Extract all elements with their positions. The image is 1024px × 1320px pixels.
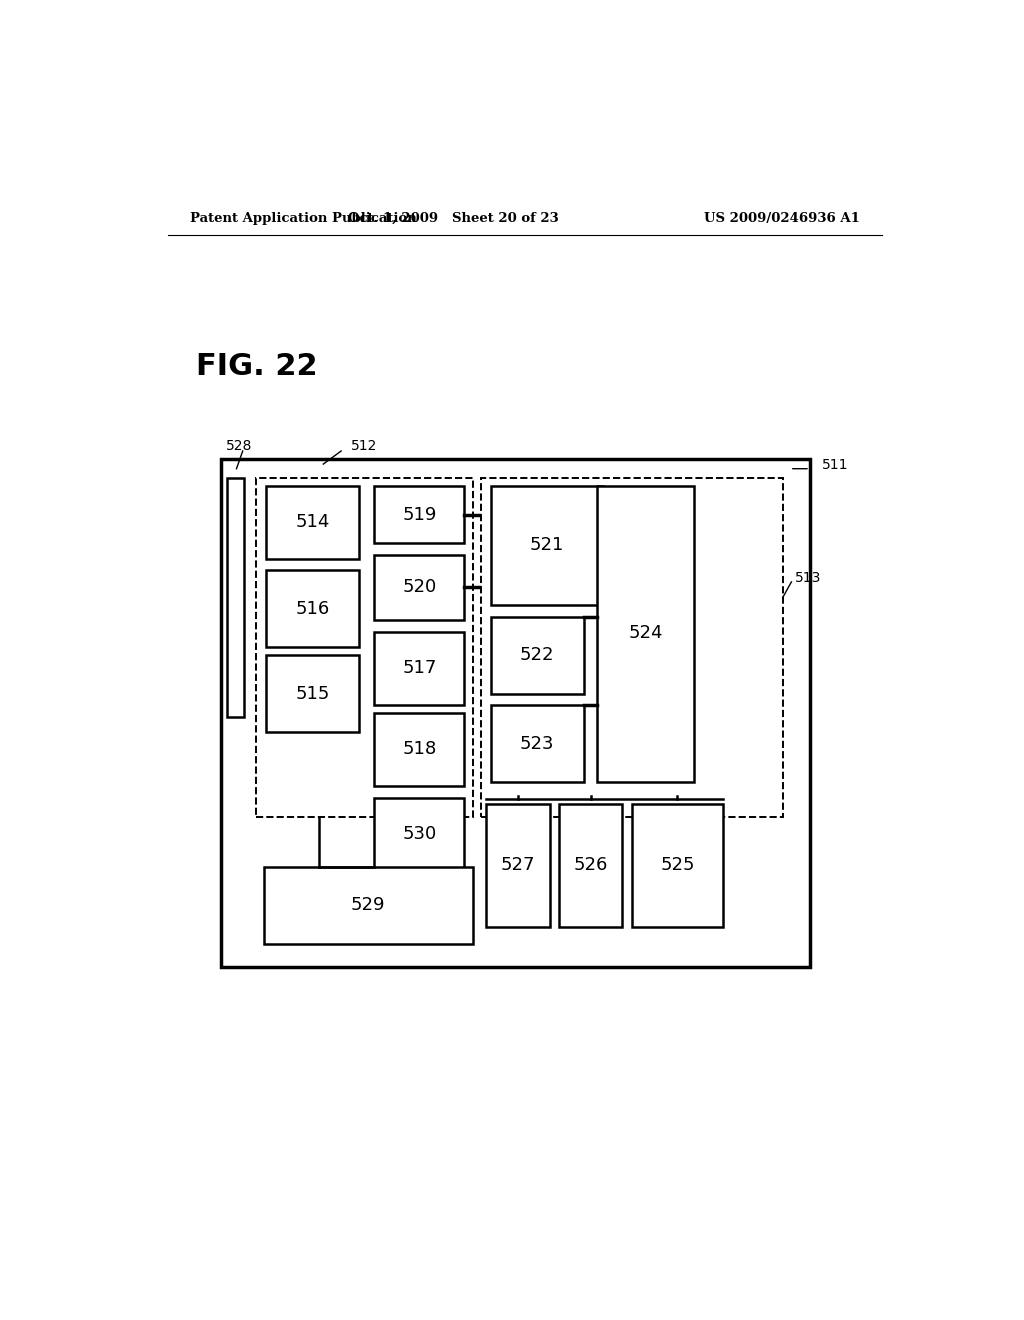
Text: 517: 517	[402, 659, 436, 677]
Text: 526: 526	[573, 857, 608, 874]
Text: Patent Application Publication: Patent Application Publication	[190, 213, 417, 224]
FancyBboxPatch shape	[597, 486, 693, 781]
FancyBboxPatch shape	[266, 570, 359, 647]
FancyBboxPatch shape	[490, 486, 603, 605]
FancyBboxPatch shape	[490, 616, 584, 693]
Text: 530: 530	[402, 825, 436, 842]
Text: 523: 523	[520, 735, 554, 752]
Text: 527: 527	[501, 857, 536, 874]
Text: 528: 528	[225, 440, 252, 453]
FancyBboxPatch shape	[375, 797, 464, 871]
Text: 516: 516	[295, 599, 330, 618]
Text: US 2009/0246936 A1: US 2009/0246936 A1	[703, 213, 859, 224]
FancyBboxPatch shape	[221, 459, 810, 966]
FancyBboxPatch shape	[375, 554, 464, 620]
FancyBboxPatch shape	[266, 486, 359, 558]
Text: 520: 520	[402, 578, 436, 597]
FancyBboxPatch shape	[375, 713, 464, 785]
FancyBboxPatch shape	[375, 486, 464, 544]
FancyBboxPatch shape	[486, 804, 550, 927]
Text: 521: 521	[529, 536, 563, 554]
Text: 525: 525	[660, 857, 694, 874]
Text: 524: 524	[629, 624, 663, 643]
Text: 511: 511	[821, 458, 848, 471]
Text: FIG. 22: FIG. 22	[197, 352, 317, 380]
Text: Oct. 1, 2009   Sheet 20 of 23: Oct. 1, 2009 Sheet 20 of 23	[348, 213, 559, 224]
Text: 519: 519	[402, 506, 436, 524]
Text: 514: 514	[295, 513, 330, 531]
FancyBboxPatch shape	[266, 655, 359, 733]
FancyBboxPatch shape	[227, 478, 245, 717]
FancyBboxPatch shape	[263, 867, 473, 944]
Text: 522: 522	[520, 645, 554, 664]
FancyBboxPatch shape	[490, 705, 584, 781]
Text: 513: 513	[795, 572, 821, 585]
Text: 515: 515	[295, 685, 330, 702]
Text: 518: 518	[402, 741, 436, 758]
Text: 529: 529	[351, 896, 385, 915]
FancyBboxPatch shape	[559, 804, 623, 927]
FancyBboxPatch shape	[375, 632, 464, 705]
FancyBboxPatch shape	[632, 804, 723, 927]
Text: 512: 512	[351, 440, 378, 453]
